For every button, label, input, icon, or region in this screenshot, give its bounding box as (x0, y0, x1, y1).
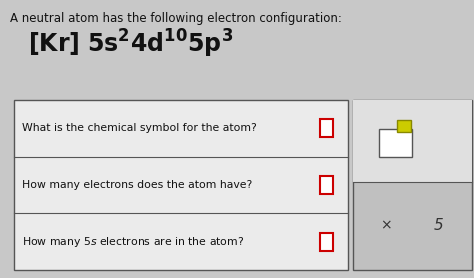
Text: A neutral atom has the following electron configuration:: A neutral atom has the following electro… (10, 12, 342, 25)
Bar (353, 100, 472, 270)
Bar (320, 233, 333, 251)
Bar (320, 176, 333, 194)
Text: How many $\mathit{5s}$ electrons are in the atom?: How many $\mathit{5s}$ electrons are in … (22, 235, 245, 249)
Text: 5: 5 (434, 218, 443, 233)
Text: $\mathbf{[Kr]\ 5s^{2}4d^{10}5p^{3}}$: $\mathbf{[Kr]\ 5s^{2}4d^{10}5p^{3}}$ (28, 28, 233, 60)
Bar (320, 119, 333, 137)
Text: How many electrons does the atom have?: How many electrons does the atom have? (22, 180, 253, 190)
Text: ×: × (381, 219, 392, 233)
Bar (397, 120, 411, 132)
Bar (353, 100, 472, 182)
Bar (379, 128, 412, 157)
Bar (14, 100, 348, 270)
Text: What is the chemical symbol for the atom?: What is the chemical symbol for the atom… (22, 123, 257, 133)
